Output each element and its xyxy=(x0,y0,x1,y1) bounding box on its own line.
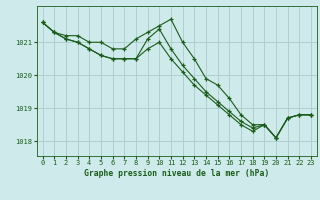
X-axis label: Graphe pression niveau de la mer (hPa): Graphe pression niveau de la mer (hPa) xyxy=(84,169,269,178)
